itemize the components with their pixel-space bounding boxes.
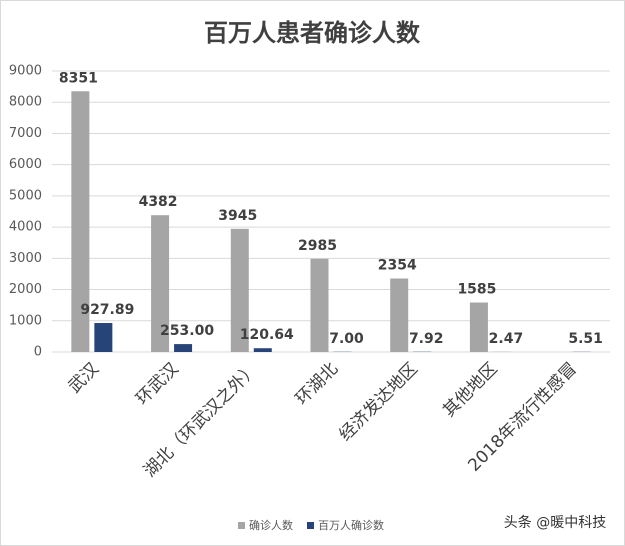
y-tick-label: 9000 — [9, 64, 42, 79]
data-label: 5.51 — [568, 331, 603, 347]
y-tick-label: 8000 — [9, 95, 42, 110]
y-tick-label: 2000 — [9, 282, 42, 297]
data-label: 2.47 — [489, 331, 524, 347]
legend-swatch — [307, 522, 314, 529]
legend-label: 确诊人数 — [249, 518, 293, 532]
bar — [174, 344, 193, 352]
data-label: 2354 — [378, 258, 417, 274]
y-tick-label: 5000 — [9, 188, 42, 203]
data-label: 8351 — [59, 70, 98, 86]
data-label: 7.92 — [409, 331, 444, 347]
bar — [94, 323, 113, 352]
y-tick-label: 3000 — [9, 251, 42, 266]
y-tick-label: 7000 — [9, 126, 42, 141]
bar — [151, 215, 170, 352]
y-tick-label: 1000 — [9, 313, 42, 328]
bar — [230, 228, 249, 352]
y-tick-label: 6000 — [9, 157, 42, 172]
data-label: 253.00 — [160, 323, 214, 339]
data-label: 120.64 — [240, 327, 294, 343]
data-label: 7.00 — [329, 331, 364, 347]
legend-label: 百万人确诊数 — [318, 518, 384, 532]
bar — [469, 302, 488, 352]
y-tick-label: 4000 — [9, 220, 42, 235]
bar — [71, 91, 90, 353]
legend-swatch — [238, 522, 245, 529]
bar — [253, 348, 272, 352]
bar — [310, 258, 329, 352]
data-label: 927.89 — [80, 302, 134, 318]
data-label: 3945 — [218, 208, 257, 224]
chart-title: 百万人患者确诊人数 — [204, 19, 421, 47]
y-tick-label: 0 — [34, 345, 42, 360]
data-label: 4382 — [139, 194, 178, 210]
data-label: 2985 — [298, 238, 337, 254]
data-label: 1585 — [457, 282, 496, 298]
watermark: 头条 @暖中科技 — [504, 514, 606, 531]
bar — [390, 278, 409, 352]
